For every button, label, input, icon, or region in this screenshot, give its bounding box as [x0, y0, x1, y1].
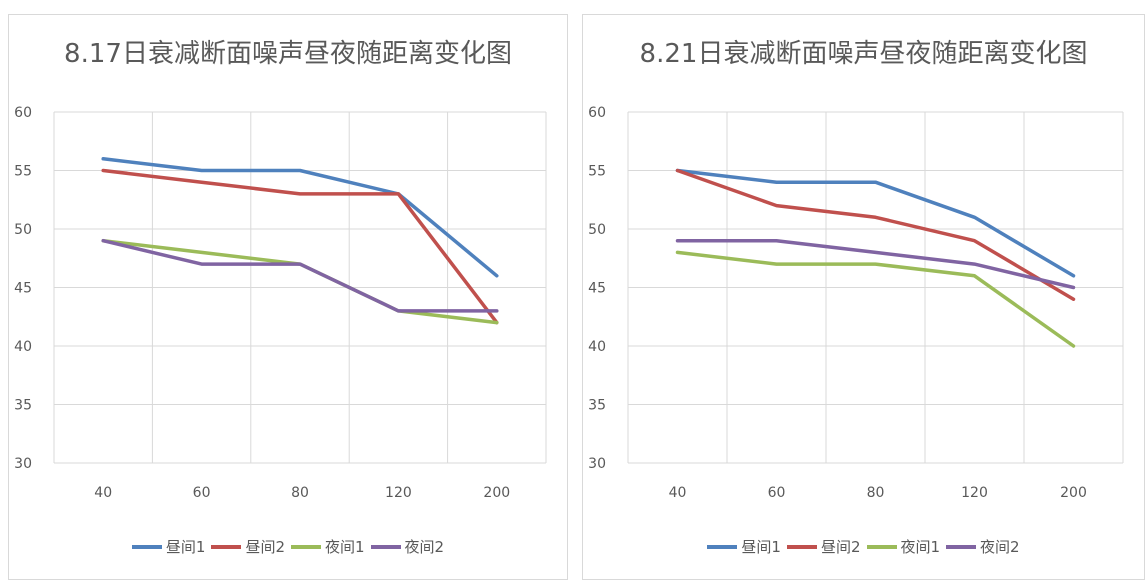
legend-label: 夜间2 [404, 538, 445, 556]
chart-panel-right: 8.21日衰减断面噪声昼夜随距离变化图 30 35 40 45 50 55 60 40 60 80… [582, 14, 1145, 580]
chart-title: 8.17日衰减断面噪声昼夜随距离变化图 [64, 39, 512, 69]
legend-swatch [370, 544, 401, 549]
y-tick-label: 45 [14, 281, 32, 297]
legend-swatch [866, 544, 897, 549]
y-tick-label: 40 [588, 339, 606, 355]
legend-swatch [707, 544, 738, 549]
x-tick-label: 40 [669, 485, 687, 501]
legend-item: 夜间1 [866, 536, 941, 557]
legend-swatch [786, 544, 817, 549]
x-tick-label: 200 [1060, 485, 1087, 501]
y-tick-label: 50 [588, 222, 606, 238]
y-tick-label: 60 [14, 105, 32, 121]
x-tick-label: 60 [768, 485, 786, 501]
legend-swatch [291, 544, 321, 549]
x-tick-label: 80 [291, 485, 309, 501]
y-tick-label: 35 [588, 398, 606, 414]
legend-swatch [131, 544, 162, 549]
x-tick-label: 40 [94, 485, 112, 501]
y-tick-label: 45 [588, 281, 606, 297]
y-tick-label: 60 [588, 105, 606, 121]
y-tick-label: 30 [14, 456, 32, 472]
x-tick-label: 60 [193, 485, 211, 501]
legend-label: 昼间2 [820, 538, 861, 556]
series-line-昼间2 [101, 168, 499, 325]
x-tick-label: 200 [483, 485, 510, 501]
series-line-夜间2 [675, 238, 1076, 290]
x-tick-label: 120 [385, 485, 412, 501]
legend-item: 昼间2 [211, 536, 285, 557]
series-line-夜间2 [101, 238, 499, 313]
legend-label: 夜间1 [325, 538, 365, 556]
legend-swatch [211, 544, 242, 549]
chart-panel-left: 8.17日衰减断面噪声昼夜随距离变化图 30 35 40 45 50 55 60 40 60 80… [8, 14, 568, 580]
legend-item: 昼间2 [786, 536, 861, 557]
legend-label: 昼间2 [245, 538, 285, 556]
line-chart-left: 30 35 40 45 50 55 60 40 60 80 120 200 [14, 105, 547, 501]
legend-item: 夜间2 [370, 536, 445, 557]
x-tick-label: 120 [961, 485, 988, 501]
series-line-夜间1 [675, 250, 1076, 348]
y-tick-label: 55 [588, 164, 606, 180]
legend-label: 夜间2 [980, 538, 1020, 556]
legend-item: 昼间1 [131, 536, 206, 557]
legend-label: 昼间1 [741, 538, 781, 556]
cropped-caption [0, 0, 1147, 8]
chart-legend: 昼间1 昼间2 夜间1 夜间2 [583, 536, 1144, 557]
line-chart-right: 30 35 40 45 50 55 60 40 60 80 120 200 [588, 105, 1124, 501]
x-tick-label: 80 [867, 485, 885, 501]
legend-item: 夜间2 [946, 536, 1020, 557]
series-line-昼间2 [675, 168, 1076, 301]
series-line-昼间1 [675, 168, 1076, 278]
y-tick-label: 50 [14, 222, 32, 238]
chart-legend: 昼间1 昼间2 夜间1 夜间2 [9, 536, 567, 557]
legend-label: 昼间1 [165, 538, 206, 556]
legend-item: 夜间1 [291, 536, 365, 557]
chart-title: 8.21日衰减断面噪声昼夜随距离变化图 [639, 39, 1088, 69]
y-tick-label: 55 [14, 164, 32, 180]
legend-label: 夜间1 [900, 538, 941, 556]
y-tick-label: 35 [14, 398, 32, 414]
series-line-昼间1 [101, 157, 499, 278]
legend-item: 昼间1 [707, 536, 781, 557]
legend-swatch [946, 544, 977, 549]
y-tick-label: 40 [14, 339, 32, 355]
y-tick-label: 30 [588, 456, 606, 472]
